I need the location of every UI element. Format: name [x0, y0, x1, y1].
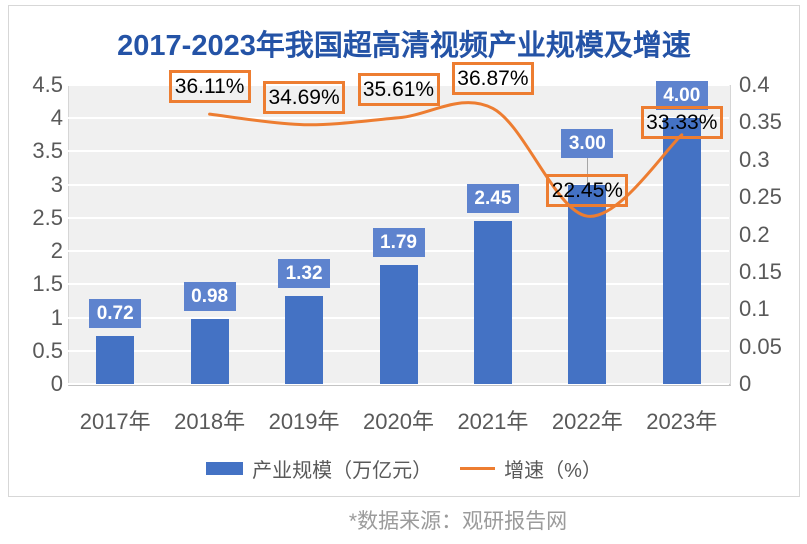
growth-label-2018: 36.11%: [168, 70, 251, 103]
y-axis-tick-right: 0: [739, 371, 752, 396]
y-axis-tick-right: 0.4: [739, 72, 770, 97]
x-axis-label-2020: 2020年: [363, 409, 434, 434]
bar-swatch-icon: [206, 462, 244, 475]
bar-2018: [190, 318, 229, 384]
bar-label-2017: 0.72: [89, 299, 142, 329]
growth-label-2021: 36.87%: [451, 62, 534, 95]
legend-item-scale: 产业规模（万亿元）: [206, 454, 432, 483]
y-axis-tick-left: 3.5: [32, 138, 63, 164]
growth-label-2019: 34.69%: [263, 81, 346, 114]
y-axis-tick-right: 0.1: [739, 296, 770, 322]
bar-label-2020: 1.79: [372, 228, 425, 258]
y-axis-tick-left: 4.5: [32, 72, 63, 97]
bar-label-2018: 0.98: [183, 281, 236, 311]
y-axis-tick-right: 0.15: [739, 258, 782, 284]
y-axis-tick-left: 2: [50, 238, 63, 264]
bar-2022: [568, 184, 607, 384]
bar-2023: [662, 118, 701, 384]
gridline: [68, 216, 729, 219]
x-axis-label-2023: 2023年: [646, 409, 718, 434]
x-axis-label-2022: 2022年: [551, 409, 623, 434]
y-axis-tick-left: 3: [50, 171, 63, 197]
bar-2017: [96, 336, 135, 384]
legend-label: 产业规模（万亿元）: [252, 460, 433, 482]
y-axis-tick-right: 0.3: [739, 146, 770, 172]
y-axis-tick-left: 1.5: [32, 271, 63, 297]
x-axis-label-2021: 2021年: [457, 409, 529, 434]
y-axis-tick-right: 0.2: [739, 221, 770, 247]
legend-item-growth: 增速（%）: [460, 454, 602, 483]
source-note: *数据来源：观研报告网: [348, 510, 568, 533]
growth-label-2023: 33.33%: [640, 106, 723, 139]
x-axis-label-2019: 2019年: [268, 409, 340, 434]
bar-2020: [379, 265, 418, 384]
bar-label-2021: 2.45: [466, 184, 519, 214]
bar-label-2023: 4.00: [655, 81, 708, 111]
bar-label-2019: 1.32: [278, 259, 331, 289]
y-axis-tick-left: 0.5: [32, 337, 63, 363]
growth-label-2020: 35.61%: [357, 73, 440, 106]
gridline: [68, 183, 729, 186]
chart-legend: 产业规模（万亿元） 增速（%）: [9, 454, 799, 483]
y-axis-tick-left: 2.5: [32, 204, 63, 230]
gridline: [68, 150, 729, 153]
bar-label-2022: 3.00: [561, 129, 614, 158]
y-axis-tick-left: 0: [50, 371, 63, 396]
x-axis-label-2018: 2018年: [174, 409, 246, 434]
y-axis-tick-left: 4: [50, 105, 63, 131]
gridline: [68, 383, 729, 385]
y-axis-tick-right: 0.05: [739, 333, 782, 359]
y-axis-tick-left: 1: [50, 304, 63, 330]
chart-title: 2017-2023年我国超高清视频产业规模及增速: [117, 30, 691, 62]
line-swatch-icon: [460, 467, 496, 470]
chart-card: 2017-2023年我国超高清视频产业规模及增速 0 0.5 1 1.5 2 2.5 3 3.…: [8, 5, 800, 497]
x-axis-label-2017: 2017年: [79, 409, 151, 434]
gridline: [68, 84, 729, 86]
y-axis-tick-right: 0.25: [739, 184, 782, 210]
y-axis-tick-right: 0.35: [739, 109, 782, 135]
gridline: [68, 117, 729, 120]
growth-label-2022: 22.45%: [546, 174, 629, 207]
legend-label: 增速（%）: [504, 460, 602, 482]
bar-2021: [473, 221, 512, 384]
bar-2019: [285, 296, 324, 384]
